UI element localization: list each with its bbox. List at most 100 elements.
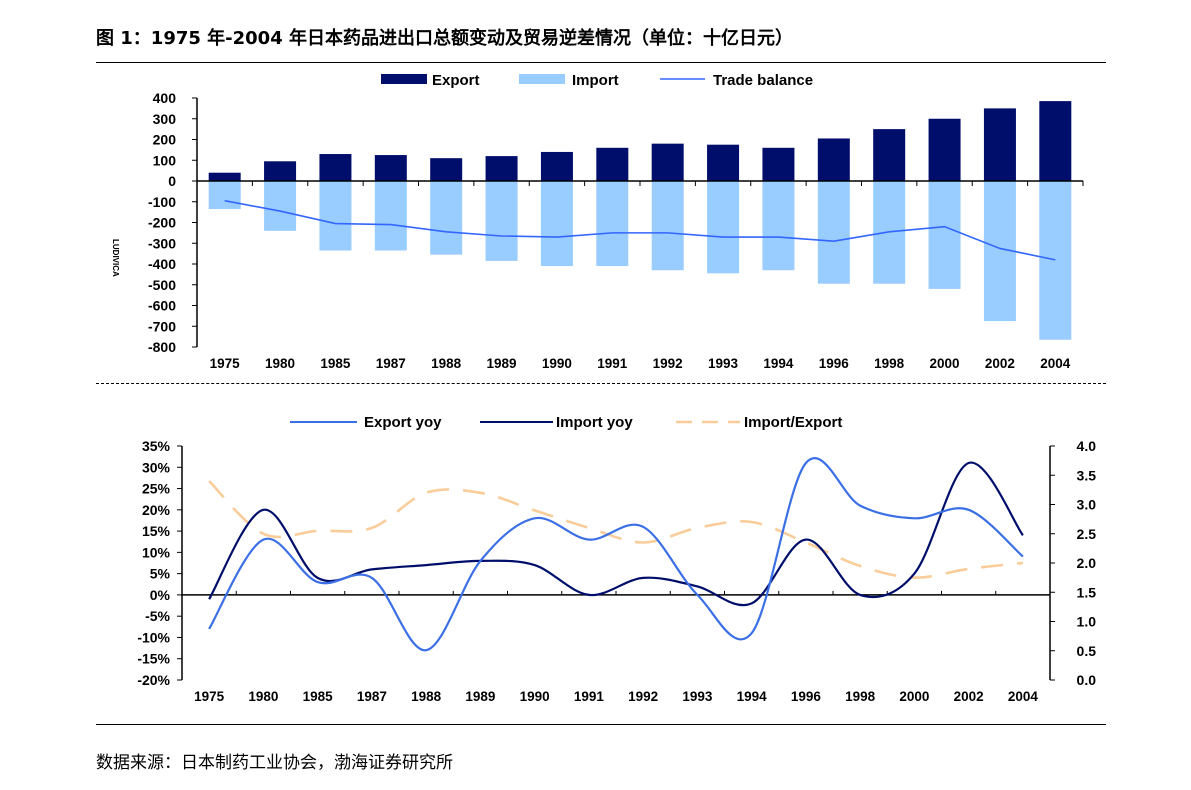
legend-label-export: Export xyxy=(432,72,480,89)
left-y-tick-label: -15% xyxy=(137,651,170,667)
bar-import-1990 xyxy=(540,181,573,267)
bar-export-1994 xyxy=(762,147,795,181)
legend-label-trade-balance: Trade balance xyxy=(713,72,813,89)
bar-export-1987 xyxy=(374,155,407,181)
bar-export-1975 xyxy=(208,172,241,181)
legend-label-import-yoy: Import yoy xyxy=(556,414,633,431)
right-y-tick-label: 1.5 xyxy=(1077,584,1097,600)
bar-export-2000 xyxy=(928,118,961,181)
x-tick-label: 1987 xyxy=(376,356,406,371)
left-y-tick-label: 20% xyxy=(142,502,171,518)
bar-export-1980 xyxy=(264,161,297,181)
chart1-legend: Export Import Trade balance xyxy=(381,72,813,89)
left-y-tick-label: 5% xyxy=(150,566,171,582)
y-tick-label: -400 xyxy=(148,256,176,272)
y-tick-label: -800 xyxy=(148,339,176,355)
line-export-yoy xyxy=(208,457,1024,652)
trade-bar-chart: Export Import Trade balance LUDIVICA 400… xyxy=(111,72,1084,371)
y-tick-label: 300 xyxy=(153,111,177,127)
x-tick-label: 1985 xyxy=(320,356,351,371)
bar-import-1996 xyxy=(817,181,850,284)
x-tick-label: 1992 xyxy=(628,689,658,704)
x-tick-label: 2004 xyxy=(1040,356,1071,371)
chart-separator xyxy=(96,383,1106,384)
x-tick-label: 1989 xyxy=(465,689,495,704)
line-trade-balance xyxy=(224,199,1056,261)
left-y-tick-label: -10% xyxy=(137,629,170,645)
bar-import-1994 xyxy=(762,181,795,271)
bar-export-1988 xyxy=(430,158,463,181)
bottom-rule xyxy=(96,724,1106,725)
bar-import-1989 xyxy=(485,181,518,261)
right-y-tick-label: 2.5 xyxy=(1077,526,1097,542)
legend-label-export-yoy: Export yoy xyxy=(364,414,442,431)
legend-label-import: Import xyxy=(572,72,619,89)
chart2-legend: Export yoy Import yoy Import/Export xyxy=(290,414,842,431)
x-tick-label: 1975 xyxy=(210,356,241,371)
left-y-tick-label: 30% xyxy=(142,459,171,475)
x-tick-label: 2002 xyxy=(985,356,1015,371)
x-tick-label: 1985 xyxy=(303,689,334,704)
x-tick-label: 1994 xyxy=(737,689,768,704)
x-tick-label: 1988 xyxy=(411,689,442,704)
right-y-tick-label: 3.5 xyxy=(1077,467,1097,483)
bar-import-1992 xyxy=(651,181,684,271)
left-y-tick-label: 35% xyxy=(142,438,171,454)
x-tick-label: 1996 xyxy=(791,689,822,704)
bar-import-1991 xyxy=(596,181,629,267)
left-y-tick-label: 15% xyxy=(142,523,171,539)
bar-import-1985 xyxy=(319,181,352,251)
right-y-tick-label: 4.0 xyxy=(1077,438,1097,454)
x-tick-label: 1996 xyxy=(819,356,850,371)
right-y-tick-label: 0.0 xyxy=(1077,672,1097,688)
x-tick-label: 1990 xyxy=(542,356,572,371)
y-tick-label: 0 xyxy=(168,173,176,189)
right-y-tick-label: 3.0 xyxy=(1077,497,1097,513)
x-tick-label: 1991 xyxy=(574,689,605,704)
y-tick-label: -200 xyxy=(148,215,176,231)
legend-label-import-export: Import/Export xyxy=(744,414,842,431)
x-tick-label: 1991 xyxy=(597,356,628,371)
y-tick-label: -300 xyxy=(148,235,176,251)
x-tick-label: 1994 xyxy=(763,356,794,371)
y-axis-logo: LUDIVICA xyxy=(111,239,120,277)
x-tick-label: 1989 xyxy=(487,356,517,371)
y-tick-label: -700 xyxy=(148,318,176,334)
bar-export-1992 xyxy=(651,143,684,181)
y-tick-label: -500 xyxy=(148,277,176,293)
x-tick-label: 1990 xyxy=(520,689,550,704)
x-tick-label: 1987 xyxy=(357,689,387,704)
bar-import-2004 xyxy=(1039,181,1072,340)
bar-export-1985 xyxy=(319,154,352,181)
left-y-tick-label: 0% xyxy=(150,587,171,603)
bar-import-1988 xyxy=(430,181,463,255)
left-y-tick-label: 10% xyxy=(142,544,171,560)
bar-export-1996 xyxy=(817,138,850,181)
right-y-tick-label: 1.0 xyxy=(1077,614,1097,630)
right-y-tick-label: 2.0 xyxy=(1077,555,1097,571)
bar-export-1993 xyxy=(707,144,740,181)
bar-export-2002 xyxy=(983,108,1016,181)
x-tick-label: 2000 xyxy=(899,689,929,704)
bar-import-1980 xyxy=(264,181,297,231)
x-tick-label: 1993 xyxy=(708,356,739,371)
yoy-line-chart: Export yoy Import yoy Import/Export 35% 3… xyxy=(137,414,1097,704)
source-note: 数据来源：日本制药工业协会，渤海证券研究所 xyxy=(96,753,453,773)
top-rule xyxy=(96,62,1106,63)
y-tick-label: 100 xyxy=(153,152,177,168)
x-tick-label: 1975 xyxy=(194,689,225,704)
bar-export-1991 xyxy=(596,147,629,181)
x-tick-label: 1980 xyxy=(248,689,278,704)
bar-import-1993 xyxy=(707,181,740,274)
left-y-tick-label: 25% xyxy=(142,481,171,497)
x-tick-label: 1993 xyxy=(682,689,713,704)
x-tick-label: 1992 xyxy=(653,356,683,371)
legend-swatch-import xyxy=(519,74,565,84)
bar-export-1989 xyxy=(485,156,518,181)
x-tick-label: 1998 xyxy=(874,356,905,371)
y-tick-label: 200 xyxy=(153,132,177,148)
x-tick-label: 2000 xyxy=(930,356,960,371)
left-y-tick-label: -5% xyxy=(145,608,170,624)
bar-export-2004 xyxy=(1039,101,1072,181)
x-tick-label: 2004 xyxy=(1008,689,1039,704)
